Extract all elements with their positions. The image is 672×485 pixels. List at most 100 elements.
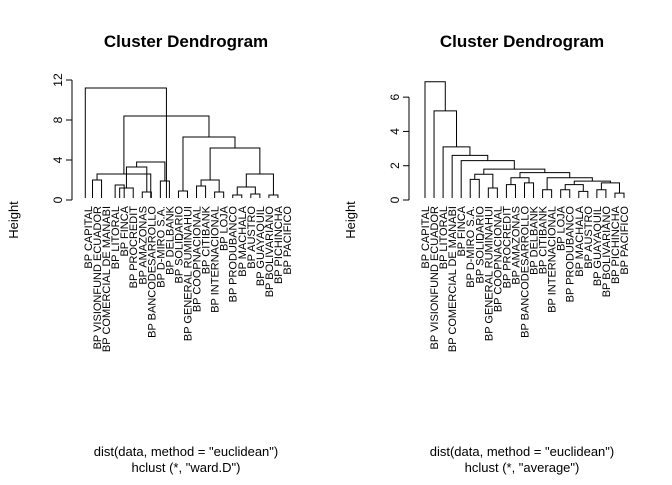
leaf-label: BP CAPITAL (83, 206, 95, 269)
dendrogram-branch (268, 194, 279, 198)
dendrogram-branch (177, 190, 188, 198)
leaf-label: BP D-MIRO S.A. (155, 206, 167, 288)
dendrogram-branch (505, 184, 516, 198)
dendrogram-branch (524, 182, 535, 198)
dendrogram-branch (451, 154, 489, 198)
dendrogram-branch (245, 173, 274, 195)
chart-title: Cluster Dendrogram (440, 32, 604, 51)
leaf-label: BP AMAZONAS (137, 206, 149, 285)
chart-title: Cluster Dendrogram (104, 32, 268, 51)
leaf-label: BP PROCREDIT (501, 206, 513, 289)
leaf-label: BP PROCREDIT (128, 206, 140, 289)
dendrogram-branch (442, 146, 471, 198)
dendrogram-branch (519, 172, 571, 178)
dendrogram-branch (159, 180, 170, 198)
x-axis-sublabel: hclust (*, "ward.D") (132, 460, 241, 475)
leaf-label: BP GUAYAQUIL (592, 206, 604, 286)
dendrogram-branch (483, 168, 546, 175)
y-tick-label: 4 (388, 128, 402, 135)
y-axis-label: Height (6, 201, 21, 239)
dendrogram-branch (564, 184, 584, 192)
leaf-label: BP PICHINCHA (273, 205, 285, 284)
dendrogram-branch (214, 191, 225, 198)
leaf-label: BP INTERNACIONAL (547, 206, 559, 313)
leaf-label: BP FINCA (119, 205, 131, 256)
leaf-label: BP VISIONFUND ECUADOR (429, 206, 441, 349)
leaf-label: BP D-MIRO S.A. (465, 206, 477, 288)
x-axis-label: dist(data, method = "euclidean") (430, 444, 614, 459)
leaf-label: BP AUSTRO (583, 206, 595, 269)
leaf-label: BP PACIFICO (619, 206, 631, 275)
dendrogram-branch (573, 180, 611, 185)
y-tick-label: 6 (388, 93, 402, 100)
dendrogram-branch (600, 182, 620, 194)
leaf-label: BP COMERCIAL DE MANABI (101, 206, 113, 352)
dendrogram-branch (542, 189, 553, 198)
leaf-label: BP GENERAL RUMIÑAHUI (182, 206, 195, 341)
leaf-label: BP SOLIDARIO (173, 206, 185, 284)
leaf-label: BP LOJA (556, 205, 568, 251)
y-tick-label: 0 (51, 196, 65, 203)
y-tick-label: 8 (51, 116, 65, 123)
dendrogram-branch (114, 184, 125, 198)
leaf-label: BP DELBANK (529, 205, 541, 275)
dendrogram-branch (510, 177, 530, 185)
dendrogram-branch (424, 81, 446, 198)
leaf-label: BP LOJA (219, 205, 231, 251)
dendrogram-branch (182, 136, 236, 191)
y-axis-label: Height (343, 201, 358, 239)
leaf-label: BP PACIFICO (282, 206, 294, 275)
leaf-label: BP LITORAL (438, 206, 450, 269)
leaf-label: BP COMERCIAL DE MANABI (447, 206, 459, 352)
y-tick-label: 4 (51, 156, 65, 163)
leaf-label: BP GUAYAQUIL (255, 206, 267, 286)
leaf-label: BP MACHALA (574, 205, 586, 276)
leaf-label: BP GENERAL RUMIÑAHUI (482, 206, 495, 341)
y-tick-label: 0 (388, 196, 402, 203)
leaf-label: BP CAPITAL (420, 206, 432, 269)
dendrogram-branch (250, 193, 261, 198)
leaf-label: BP VISIONFUND ECUADOR (92, 206, 104, 349)
leaf-label: BP SOLIDARIO (474, 206, 486, 284)
dendrogram-branch (433, 110, 458, 198)
leaf-label: BP DELBANK (164, 205, 176, 275)
leaf-label: BP MACHALA (237, 205, 249, 276)
leaf-label: BP BOLIVARIANO (264, 206, 276, 298)
dendrogram-branch (196, 185, 207, 198)
leaf-label: BP BANCODESARROLLO (520, 206, 532, 338)
dendrogram-branch (560, 189, 571, 198)
dendrogram-branch (136, 161, 166, 181)
y-tick-label: 12 (51, 73, 65, 87)
dendrogram-branch (596, 189, 607, 198)
leaf-label: BP BOLIVARIANO (601, 206, 613, 298)
dendrogram-branch (487, 187, 498, 198)
dendrogram-branch (546, 177, 593, 190)
leaf-label: BP LITORAL (110, 206, 122, 269)
x-axis-sublabel: hclust (*, "average") (465, 460, 580, 475)
x-axis-label: dist(data, method = "euclidean") (94, 444, 278, 459)
leaf-label: BP PRODUBANCO (228, 206, 240, 303)
leaf-label: BP COOPNACIONAL (492, 206, 504, 312)
leaf-label: BP AMAZONAS (510, 206, 522, 285)
dendrogram-branch (92, 179, 103, 198)
leaf-label: BP FINCA (456, 205, 468, 256)
dendrogram-branch (614, 192, 625, 198)
dendrogram-branch (469, 178, 480, 198)
dendrogram-branch (84, 87, 167, 198)
dendrogram-branch (141, 191, 152, 198)
leaf-label: BP BANCODESARROLLO (146, 206, 158, 338)
dendrogram-branch (119, 187, 134, 198)
dendrogram-branch (209, 147, 261, 180)
leaf-label: BP PRODUBANCO (565, 206, 577, 303)
dendrogram-branch (474, 173, 494, 188)
leaf-label: BP CITIBANK (538, 205, 550, 274)
dendrogram-branch (578, 190, 589, 198)
leaf-label: BP PICHINCHA (610, 205, 622, 284)
leaf-label: BP COOPNACIONAL (192, 206, 204, 312)
leaf-label: BP CITIBANK (201, 205, 213, 274)
leaf-label: BP INTERNACIONAL (210, 206, 222, 313)
y-tick-label: 2 (388, 162, 402, 169)
dendrogram-branch (232, 194, 243, 198)
